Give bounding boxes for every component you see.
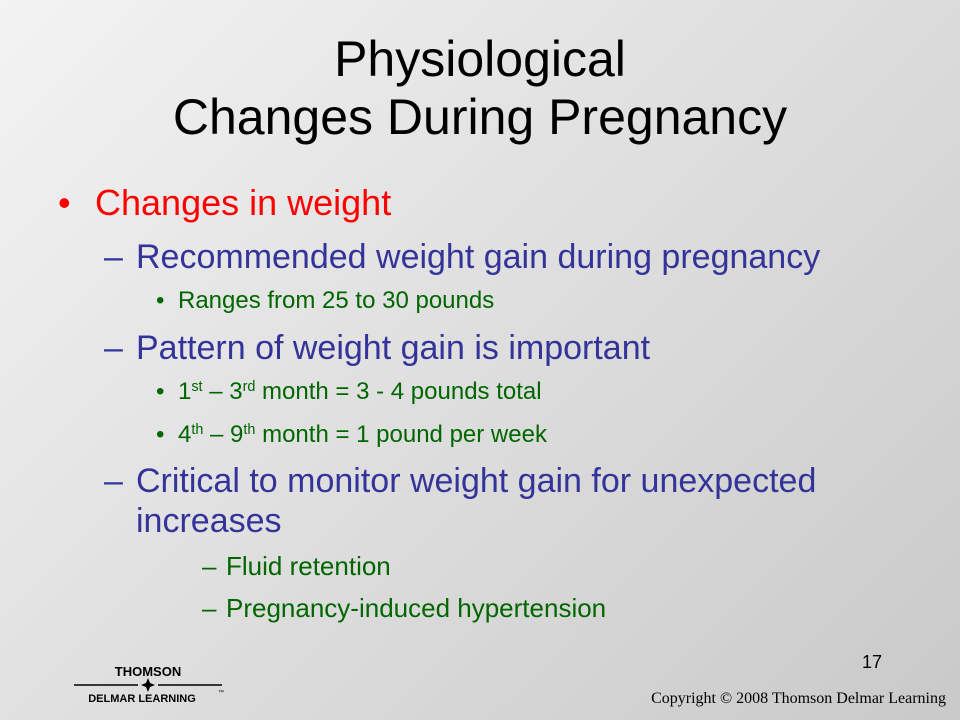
bullet-dot: •: [58, 182, 71, 223]
bullet-dot: •: [156, 378, 165, 405]
logo-trademark: ™: [218, 689, 224, 696]
bullet-text: 4th – 9th month = 1 pound per week: [178, 421, 547, 448]
title-line-2: Changes During Pregnancy: [172, 89, 788, 145]
bullet-text: Ranges from 25 to 30 pounds: [178, 287, 495, 314]
bullet-dash: –: [202, 551, 217, 581]
logo-top-text: THOMSON: [115, 664, 181, 679]
bullet-dash: –: [104, 329, 123, 367]
bullet-text: Pregnancy-induced hypertension: [226, 593, 607, 623]
logo-star-icon: [141, 678, 155, 692]
bullet-text-line-1: Critical to monitor weight gain for unex…: [136, 462, 817, 500]
bullet-dot: •: [156, 287, 165, 314]
slide-number: 17: [861, 652, 883, 672]
bullet-dot: •: [156, 421, 165, 448]
bullet-text: Changes in weight: [95, 182, 392, 223]
bullet-text-line-2: increases: [136, 502, 282, 540]
bullet-text: 1st – 3rd month = 3 - 4 pounds total: [178, 378, 542, 405]
slide-title: Physiological Changes During Pregnancy: [0, 30, 960, 146]
title-line-1: Physiological: [334, 31, 626, 87]
bullet-dash: –: [104, 462, 123, 500]
logo-bottom-text: DELMAR LEARNING: [88, 693, 196, 705]
bullet-text: Pattern of weight gain is important: [136, 329, 651, 367]
bullet-text: Recommended weight gain during pregnancy: [136, 238, 821, 276]
bullet-dash: –: [202, 593, 217, 623]
copyright-notice: Copyright © 2008 Thomson Delmar Learning: [651, 690, 946, 707]
bullet-dash: –: [104, 238, 123, 276]
bullet-text: Fluid retention: [226, 551, 391, 581]
thomson-delmar-logo: THOMSON DELMAR LEARNING ™: [74, 664, 224, 705]
